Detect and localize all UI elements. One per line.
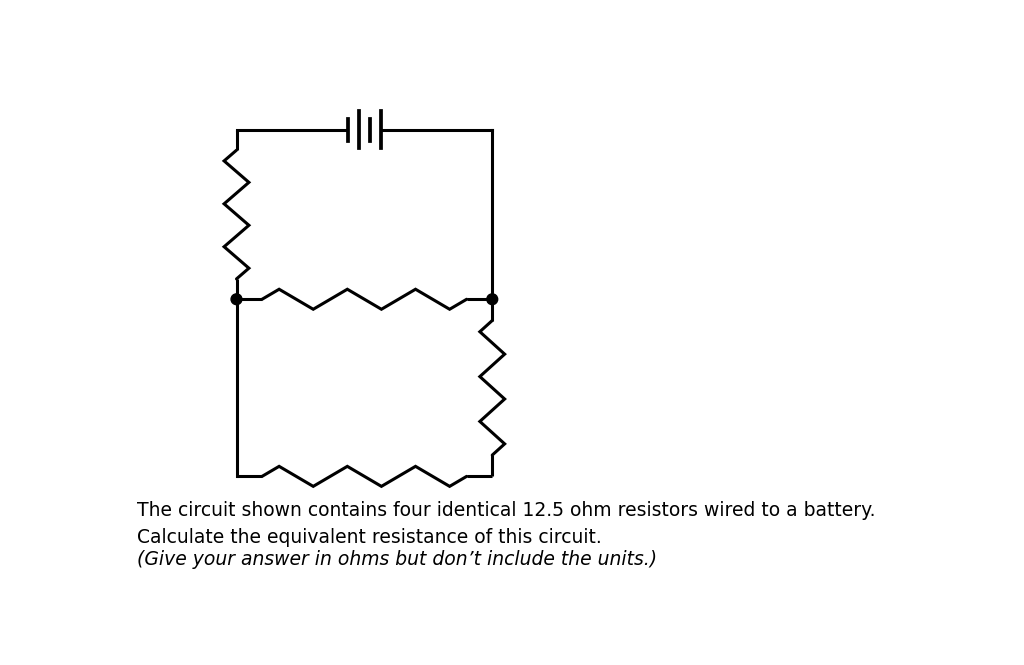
Circle shape: [231, 294, 242, 305]
Text: Calculate the equivalent resistance of this circuit.: Calculate the equivalent resistance of t…: [137, 529, 602, 547]
Text: (Give your answer in ohms but don’t include the units.): (Give your answer in ohms but don’t incl…: [137, 550, 657, 569]
Text: The circuit shown contains four identical 12.5 ohm resistors wired to a battery.: The circuit shown contains four identica…: [137, 501, 876, 521]
Circle shape: [486, 294, 498, 305]
